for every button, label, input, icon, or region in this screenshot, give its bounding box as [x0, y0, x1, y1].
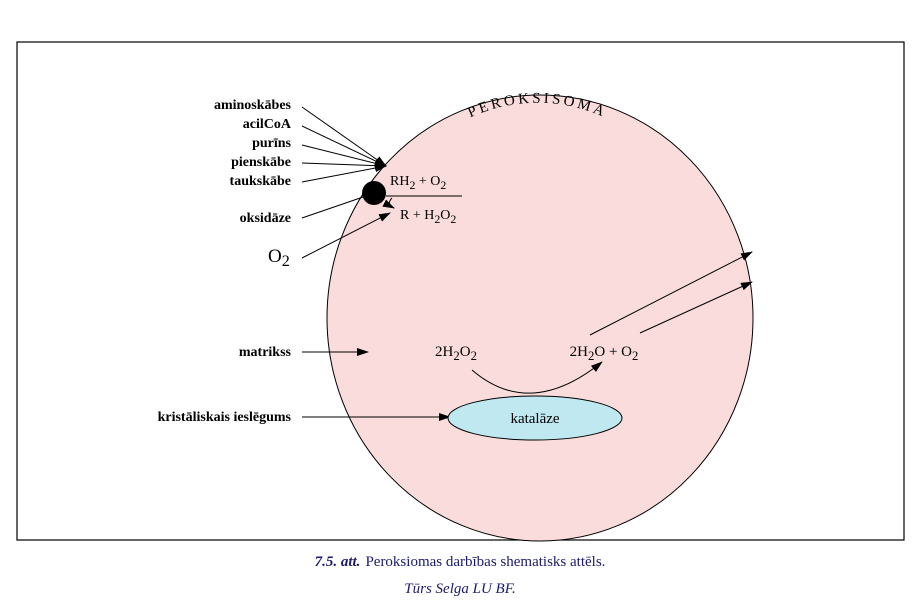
oxygen-label-part: 2 [282, 253, 290, 270]
input-arrows [301, 106, 451, 421]
catalase-arrow [471, 361, 603, 394]
input-label: acilCoA [243, 117, 292, 132]
substrate-part: 2 [409, 178, 415, 192]
oxidase-label: oksidāze [240, 211, 291, 226]
product-part: R + H [400, 208, 434, 223]
catalase-label: katalāze [510, 411, 559, 427]
peroxisome [326, 94, 754, 542]
substrate-part: RH [390, 174, 409, 189]
catalase-body [447, 395, 623, 441]
reaction-hook [382, 197, 395, 209]
decomposition-part: 2H [570, 344, 589, 360]
product-part: 2 [434, 212, 440, 226]
decomposition-part: O + O [594, 344, 632, 360]
input-label: aminoskābes [214, 98, 292, 113]
decomposition: 2H2O + O2 [570, 344, 639, 363]
substrate-part: 2 [440, 178, 446, 192]
input-label: purīns [252, 136, 291, 151]
peroxide-part: 2 [453, 349, 459, 363]
peroxide-part: O [460, 344, 471, 360]
oxygen-label-part: O [268, 246, 282, 267]
matrix-label: matrikss [239, 345, 292, 360]
peroxide: 2H2O2 [435, 344, 477, 363]
decomposition-part: 2 [588, 349, 594, 363]
caption-source: Tūrs Selga LU BF. [404, 581, 515, 597]
oxygen-label: O2 [268, 246, 290, 270]
oxidase-dot [362, 181, 386, 205]
out-arrow [639, 281, 753, 334]
substrate-part: + O [415, 174, 440, 189]
caption-text: Peroksiomas darbības shematisks attēls. [365, 554, 605, 570]
product: R + H2O2 [400, 208, 456, 226]
product-part: O [440, 208, 450, 223]
peroxide-part: 2H [435, 344, 454, 360]
product-part: 2 [450, 212, 456, 226]
caption: 7.5. att. Peroksiomas darbības shematisks… [315, 554, 606, 570]
input-label: pienskābe [231, 155, 291, 170]
peroxide-part: 2 [471, 349, 477, 363]
input-label: taukskābe [230, 174, 291, 189]
caption-label: 7.5. att. [315, 554, 361, 570]
substrate: RH2 + O2 [390, 174, 446, 192]
decomposition-part: 2 [632, 349, 638, 363]
out-arrow [589, 251, 753, 336]
crystal-label: kristāliskais ieslēgums [158, 410, 292, 425]
